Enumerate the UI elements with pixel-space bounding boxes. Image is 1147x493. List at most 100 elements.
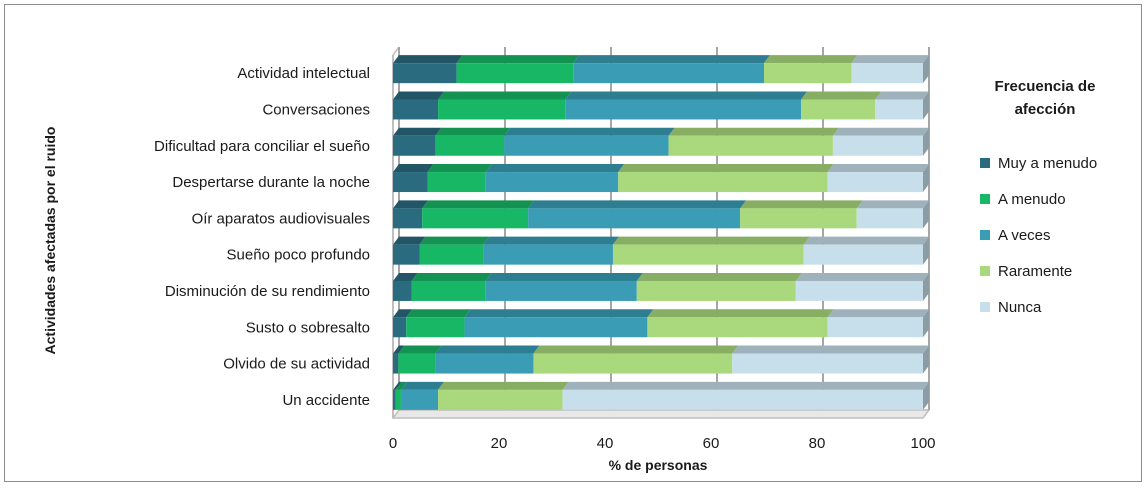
bar-segment [398, 353, 436, 374]
legend-label: Muy a menudo [998, 155, 1097, 172]
bar-segment [732, 353, 923, 374]
bar-segment-top [562, 381, 929, 390]
bar-segment-side [923, 55, 929, 84]
bar-segment-top [456, 55, 580, 64]
bar-segment [827, 172, 923, 193]
legend-title: Frecuencia de [995, 78, 1096, 95]
bar-segment [573, 63, 764, 84]
bar-segment [435, 135, 505, 156]
bar-segment [456, 63, 574, 84]
category-label: Sueño poco profundo [227, 247, 370, 264]
bar-segment-top [422, 200, 535, 209]
bar-segment [411, 280, 486, 301]
legend-label: A menudo [998, 191, 1066, 208]
bar-segment-top [856, 200, 929, 209]
bar-segment-top [740, 200, 863, 209]
bar-segment [668, 135, 833, 156]
bar-segment [393, 172, 428, 193]
bar-segment-top [483, 236, 619, 245]
bar-segment [856, 208, 923, 229]
x-axis-title: % de personas [609, 457, 708, 473]
bar-segment-top [528, 200, 747, 209]
bar-segment-side [923, 345, 929, 374]
legend-label: Raramente [998, 263, 1072, 280]
x-tick-label: 80 [809, 435, 826, 452]
bar-segment-side [923, 91, 929, 120]
bar-segment-top [393, 345, 405, 354]
bar-segment [803, 244, 923, 265]
bar-segment-top [732, 345, 929, 354]
bar-segment [427, 172, 486, 193]
bar-segment-top [636, 272, 802, 281]
bar-segment [393, 353, 399, 374]
bar-segment [832, 135, 923, 156]
bar-segment-top [427, 164, 492, 173]
bar-segment-top [400, 381, 445, 390]
bar-segment [406, 317, 465, 338]
category-label: Despertarse durante la noche [172, 174, 370, 191]
bar-segment [795, 280, 923, 301]
legend-label: A veces [998, 227, 1051, 244]
x-tick-label: 0 [389, 435, 397, 452]
bar-segment [851, 63, 923, 84]
bar-segment-top [485, 272, 643, 281]
x-tick-label: 100 [910, 435, 935, 452]
legend-swatch [980, 230, 990, 240]
x-tick-label: 20 [491, 435, 508, 452]
bar-segment [618, 172, 828, 193]
category-label: Conversaciones [262, 101, 370, 118]
bar-segment-top [533, 345, 739, 354]
bar-segment-top [764, 55, 858, 64]
bar-segment [438, 99, 566, 120]
bar-segment-top [875, 91, 929, 100]
bar-segment [647, 317, 828, 338]
category-label: Dificultad para conciliar el sueño [154, 138, 370, 155]
bar-segment [464, 317, 648, 338]
bar-segment [393, 135, 436, 156]
bar-segment [562, 389, 923, 410]
bar-segment-top [504, 127, 675, 136]
bar-segment-top [832, 127, 929, 136]
chart-frame: 0 20 40 60 80 100 Actividad intelectual Convers… [4, 4, 1142, 482]
bar-segment [395, 389, 401, 410]
bar-segment-top [668, 127, 839, 136]
bar-segment-top [393, 381, 402, 390]
labels-layer: 0 20 40 60 80 100 Actividad intelectual Convers… [154, 65, 935, 452]
bar-segment [393, 244, 420, 265]
bar-segment-side [923, 200, 929, 229]
category-label: Un accidente [282, 392, 370, 409]
category-label: Olvido de su actividad [223, 356, 370, 373]
bar-segment-top [435, 127, 511, 136]
bar-segment-side [923, 127, 929, 156]
category-label: Susto o sobresalto [246, 319, 370, 336]
bar-segment-top [398, 345, 442, 354]
bar-segment-top [393, 236, 426, 245]
bar-segment [533, 353, 733, 374]
bar-segment [393, 389, 396, 410]
bar-segment [393, 317, 407, 338]
bar-segment [528, 208, 741, 229]
legend-label: Nunca [998, 299, 1042, 316]
bar-segment [504, 135, 669, 156]
bar-segment [875, 99, 923, 120]
bar-segment-top [438, 381, 569, 390]
bar-segment-side [923, 164, 929, 193]
bar-segment [422, 208, 529, 229]
category-label: Actividad intelectual [237, 65, 370, 82]
bar-segment [393, 63, 457, 84]
legend-swatch [980, 266, 990, 276]
bar-segment-top [485, 164, 625, 173]
bar-segment [393, 99, 439, 120]
bar-segment-top [612, 236, 810, 245]
bar-segment-top [393, 127, 442, 136]
bar-segment-top [438, 91, 572, 100]
bar-segment [740, 208, 857, 229]
bar-segment-top [565, 91, 808, 100]
bar-segment-top [419, 236, 490, 245]
bar-segment-top [406, 309, 471, 318]
bar-segment-top [618, 164, 834, 173]
bar-segment [485, 172, 619, 193]
legend-swatch [980, 158, 990, 168]
bar-segment [801, 99, 876, 120]
bar-segment-top [795, 272, 929, 281]
